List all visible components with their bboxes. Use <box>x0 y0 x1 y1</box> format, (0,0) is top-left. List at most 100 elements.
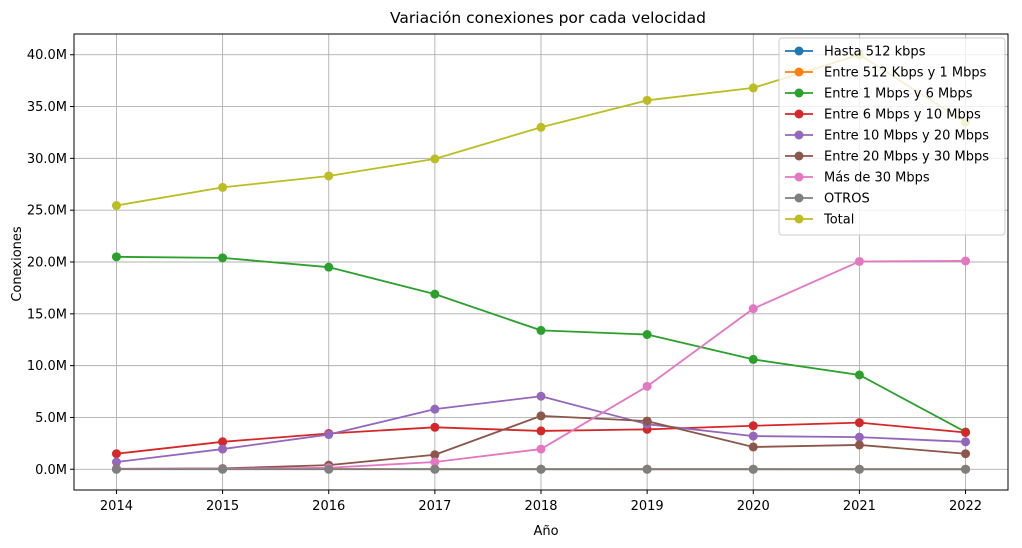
legend-item: Entre 1 Mbps y 6 Mbps <box>785 87 973 102</box>
x-axis-label: Año <box>533 524 558 539</box>
data-point <box>961 256 971 266</box>
y-tick-label: 15.0M <box>27 307 67 322</box>
y-tick-label: 30.0M <box>27 152 67 167</box>
legend-item: Total <box>785 213 854 228</box>
data-point <box>111 201 121 211</box>
data-point <box>642 95 652 105</box>
x-tick-label: 2015 <box>206 499 239 514</box>
data-point <box>642 464 652 474</box>
legend-marker <box>794 46 804 56</box>
data-point <box>430 422 440 432</box>
y-tick-label: 25.0M <box>27 204 67 219</box>
legend-label: Más de 30 Mbps <box>824 171 930 186</box>
data-point <box>748 442 758 452</box>
data-point <box>430 457 440 467</box>
data-point <box>218 444 228 454</box>
data-point <box>111 464 121 474</box>
data-point <box>748 83 758 93</box>
legend-item: Entre 512 Kbps y 1 Mbps <box>785 66 987 81</box>
legend-marker <box>794 88 804 98</box>
data-point <box>854 432 864 442</box>
legend-item: Entre 20 Mbps y 30 Mbps <box>785 150 989 165</box>
y-tick-label: 0.0M <box>35 463 67 478</box>
data-point <box>536 426 546 436</box>
data-point <box>430 289 440 299</box>
grid-layer <box>74 34 1008 490</box>
legend-marker <box>794 214 804 224</box>
chart-title: Variación conexiones por cada velocidad <box>390 9 706 27</box>
data-point <box>536 411 546 421</box>
series-layer <box>111 50 971 474</box>
data-point <box>218 182 228 192</box>
y-tick-label: 35.0M <box>27 100 67 115</box>
data-point <box>854 440 864 450</box>
data-point <box>854 370 864 380</box>
legend-marker <box>794 151 804 161</box>
data-point <box>218 464 228 474</box>
data-point <box>324 262 334 272</box>
series-entre-6-mbps-y-10-mbps <box>111 418 971 459</box>
data-point <box>961 427 971 437</box>
data-point <box>218 437 228 447</box>
data-point <box>642 381 652 391</box>
data-point <box>961 449 971 459</box>
legend-label: Entre 1 Mbps y 6 Mbps <box>824 87 973 102</box>
y-tick-label: 40.0M <box>27 48 67 63</box>
x-tick-label: 2018 <box>524 499 557 514</box>
legend-label: Entre 20 Mbps y 30 Mbps <box>824 150 989 165</box>
y-tick-label: 20.0M <box>27 256 67 271</box>
data-point <box>536 122 546 132</box>
y-tick-label: 10.0M <box>27 359 67 374</box>
legend: Hasta 512 kbps Entre 512 Kbps y 1 Mbps Ent… <box>778 37 1006 236</box>
legend-label: Entre 512 Kbps y 1 Mbps <box>824 66 987 81</box>
legend-label: OTROS <box>824 192 870 207</box>
x-tick-label: 2014 <box>100 499 133 514</box>
x-tick-label: 2016 <box>312 499 345 514</box>
x-tick-label: 2019 <box>631 499 664 514</box>
data-point <box>961 437 971 447</box>
data-point <box>430 450 440 460</box>
series-otros <box>111 464 971 474</box>
legend-label: Entre 6 Mbps y 10 Mbps <box>824 108 981 123</box>
legend-item: OTROS <box>785 192 870 207</box>
x-tick-label: 2022 <box>949 499 982 514</box>
data-point <box>748 421 758 431</box>
data-point <box>961 464 971 474</box>
legend-marker <box>794 109 804 119</box>
legend-item: Hasta 512 kbps <box>785 45 926 60</box>
data-point <box>854 464 864 474</box>
legend-marker <box>794 193 804 203</box>
data-point <box>324 430 334 440</box>
data-point <box>111 252 121 262</box>
data-point <box>854 256 864 266</box>
data-point <box>748 354 758 364</box>
data-point <box>536 444 546 454</box>
data-point <box>642 416 652 426</box>
y-axis-ticks: 0.0M 5.0M 10.0M 15.0M 20.0M 25.0M 30.0M 35.0M 40… <box>27 48 74 478</box>
x-tick-label: 2021 <box>843 499 876 514</box>
data-point <box>536 325 546 335</box>
x-tick-label: 2020 <box>737 499 770 514</box>
legend-marker <box>794 67 804 77</box>
data-point <box>430 404 440 414</box>
x-tick-label: 2017 <box>418 499 451 514</box>
data-point <box>324 171 334 181</box>
data-point <box>430 464 440 474</box>
y-axis-label: Conexiones <box>10 226 25 302</box>
data-point <box>111 449 121 459</box>
data-point <box>111 457 121 467</box>
data-point <box>324 464 334 474</box>
data-point <box>218 253 228 263</box>
y-tick-label: 5.0M <box>35 411 67 426</box>
data-point <box>642 330 652 340</box>
legend-label: Entre 10 Mbps y 20 Mbps <box>824 129 989 144</box>
legend-label: Total <box>823 213 854 228</box>
data-point <box>536 391 546 401</box>
data-point <box>748 431 758 441</box>
legend-item: Entre 10 Mbps y 20 Mbps <box>785 129 989 144</box>
legend-label: Hasta 512 kbps <box>824 45 926 60</box>
legend-marker <box>794 172 804 182</box>
data-point <box>536 464 546 474</box>
legend-marker <box>794 130 804 140</box>
